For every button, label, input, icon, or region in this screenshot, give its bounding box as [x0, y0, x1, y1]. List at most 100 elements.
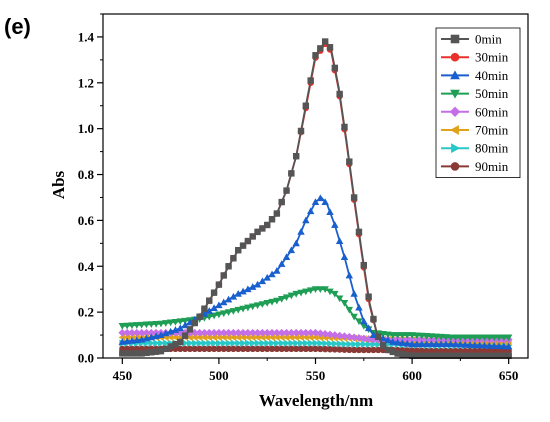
- data-point-50min: [224, 309, 233, 316]
- data-point-50min: [335, 295, 344, 303]
- data-point-40min: [350, 289, 358, 297]
- data-point-40min: [485, 341, 494, 349]
- data-point-40min: [234, 289, 242, 297]
- data-point-80min: [187, 339, 194, 347]
- data-point-80min: [298, 339, 305, 347]
- data-point-60min: [355, 334, 363, 342]
- data-point-0min: [326, 44, 334, 51]
- legend-item-0min: 0min: [441, 32, 502, 47]
- data-point-60min: [311, 328, 320, 337]
- data-point-50min: [461, 334, 469, 342]
- legend-label: 70min: [475, 123, 509, 138]
- data-point-40min: [335, 237, 344, 244]
- data-point-40min: [123, 337, 131, 345]
- data-point-80min: [288, 339, 296, 347]
- data-point-40min: [244, 285, 252, 293]
- data-point-50min: [297, 289, 305, 297]
- data-point-0min: [244, 237, 252, 245]
- data-point-40min: [253, 280, 262, 288]
- data-point-40min: [456, 340, 465, 348]
- legend-label: 50min: [475, 86, 509, 101]
- data-point-50min: [239, 305, 247, 313]
- data-point-40min: [277, 260, 286, 267]
- data-point-0min: [321, 38, 329, 45]
- data-point-0min: [283, 187, 290, 194]
- data-point-80min: [346, 340, 354, 348]
- data-point-50min: [490, 334, 498, 342]
- data-point-60min: [330, 331, 339, 339]
- legend-item-50min: 50min: [441, 86, 509, 101]
- data-point-50min: [128, 322, 136, 330]
- axes: 450 500 550 600 650 0.0 0.2 0.4 0.6 0.8 1.0 1.2 1.4: [78, 13, 529, 383]
- legend-item-30min: 30min: [441, 50, 509, 65]
- data-point-80min: [273, 339, 281, 347]
- data-point-0min: [235, 247, 242, 254]
- data-point-40min: [466, 341, 474, 348]
- data-point-0min: [292, 152, 300, 160]
- data-point-50min: [379, 331, 387, 338]
- data-point-50min: [253, 302, 262, 310]
- x-tick-label: 550: [306, 368, 326, 383]
- data-point-40min: [461, 341, 469, 348]
- data-point-0min: [365, 293, 372, 300]
- data-point-50min: [504, 334, 513, 342]
- data-point-0min: [259, 225, 266, 232]
- legend-item-70min: 70min: [441, 123, 509, 138]
- data-point-50min: [471, 334, 479, 342]
- data-point-40min: [282, 253, 291, 261]
- data-point-0min: [201, 305, 208, 312]
- legend: 0min 30min 40min 50min 60min 70min 80min 90min: [435, 27, 521, 179]
- data-point-40min: [384, 336, 392, 344]
- data-point-40min: [360, 317, 368, 325]
- data-point-50min: [137, 321, 146, 329]
- data-point-40min: [451, 340, 460, 348]
- data-point-50min: [437, 333, 445, 341]
- data-point-50min: [340, 300, 349, 307]
- data-point-40min: [258, 277, 267, 285]
- data-point-40min: [239, 287, 247, 295]
- data-point-50min: [292, 290, 300, 298]
- legend-marker: [450, 70, 460, 80]
- data-point-0min: [346, 158, 353, 165]
- data-point-40min: [500, 342, 508, 350]
- x-tick-label: 450: [113, 368, 133, 383]
- data-point-50min: [263, 300, 271, 307]
- data-point-80min: [225, 339, 233, 347]
- data-point-0min: [239, 242, 247, 249]
- data-point-40min: [442, 340, 450, 348]
- data-point-40min: [297, 228, 305, 235]
- data-point-40min: [273, 267, 281, 274]
- data-point-50min: [466, 334, 474, 342]
- data-point-80min: [351, 340, 358, 348]
- data-point-50min: [287, 292, 296, 300]
- data-point-40min: [364, 324, 373, 332]
- data-point-60min: [326, 330, 334, 339]
- data-point-0min: [268, 216, 276, 223]
- data-point-80min: [302, 339, 310, 347]
- legend-marker: [450, 162, 460, 171]
- data-point-50min: [355, 318, 363, 326]
- data-point-40min: [321, 198, 329, 205]
- data-point-40min: [490, 342, 498, 349]
- data-point-50min: [166, 319, 175, 327]
- data-point-50min: [229, 308, 238, 315]
- legend-marker: [450, 89, 460, 99]
- data-point-40min: [268, 270, 276, 278]
- legend-marker: [450, 52, 460, 62]
- data-point-80min: [307, 339, 315, 347]
- data-point-0min: [254, 228, 261, 236]
- data-point-40min: [302, 216, 310, 224]
- data-point-40min: [263, 273, 271, 281]
- data-point-80min: [331, 339, 339, 348]
- x-axis-title: Wavelength/nm: [259, 391, 373, 410]
- data-point-50min: [244, 304, 252, 312]
- data-point-0min: [191, 319, 198, 327]
- data-point-40min: [345, 271, 354, 279]
- data-point-50min: [302, 288, 310, 296]
- data-point-40min: [418, 340, 426, 348]
- data-point-40min: [306, 207, 315, 215]
- data-point-50min: [215, 311, 223, 319]
- data-point-40min: [355, 303, 363, 311]
- data-point-0min: [379, 342, 387, 349]
- data-point-0min: [230, 255, 237, 262]
